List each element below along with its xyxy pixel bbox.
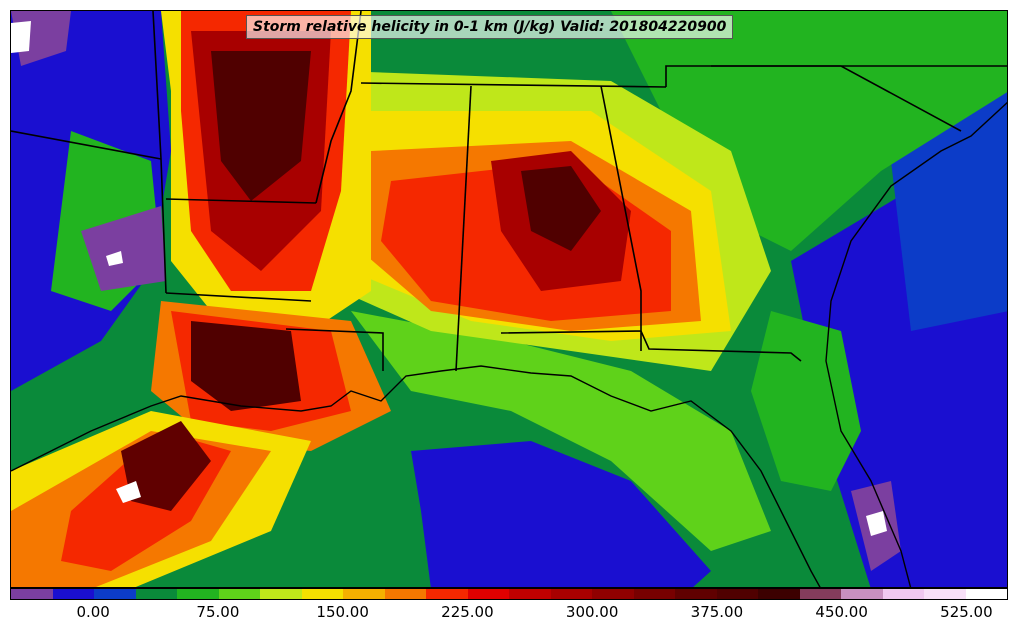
colorbar-swatch <box>260 589 302 599</box>
coastline-gulf <box>11 365 821 587</box>
colorbar-swatch <box>965 589 1007 599</box>
boundary-tn <box>360 82 667 88</box>
colorbar-swatch <box>52 589 94 599</box>
field-purple-west <box>81 206 166 291</box>
field-white-tx <box>116 481 141 503</box>
boundary-ar-la <box>165 198 317 204</box>
field-white-nwcorner <box>11 21 31 53</box>
colorbar-swatch <box>675 589 717 599</box>
colorbar-tick-label: 375.00 <box>690 603 744 621</box>
boundary-ms-al <box>455 85 472 372</box>
field-white-west <box>106 251 123 266</box>
coastline <box>11 101 1007 587</box>
field-white-florida <box>866 511 887 536</box>
colorbar-swatch <box>841 589 883 599</box>
colorbar-tick-label: 300.00 <box>565 603 619 621</box>
boundary-ar-west <box>152 11 167 294</box>
helicity-field-map <box>11 11 1007 587</box>
colorbar-tick-label: 75.00 <box>196 603 240 621</box>
colorbar-swatch <box>94 589 136 599</box>
colorbar-swatch <box>177 589 219 599</box>
boundary-ky <box>665 65 1007 87</box>
colorbar-swatch <box>924 589 966 599</box>
field-maroon-alabama <box>521 166 601 251</box>
boundary-ms-river <box>315 11 362 204</box>
colorbar-swatch <box>426 589 468 599</box>
coastline-atlantic <box>825 101 1007 587</box>
colorbar <box>10 588 1008 600</box>
colorbar-swatch <box>11 589 53 599</box>
colorbar-tick-label: 450.00 <box>815 603 868 621</box>
colorbar-swatch <box>384 589 426 599</box>
boundary-la-north <box>165 292 312 302</box>
colorbar-swatch <box>135 589 177 599</box>
colorbar-tick-label: 525.00 <box>940 603 993 621</box>
field-green-florida <box>751 311 861 491</box>
colorbar-swatch <box>799 589 841 599</box>
colorbar-swatch <box>758 589 800 599</box>
colorbar-tick-label: 0.00 <box>76 603 110 621</box>
field-maroon-la <box>191 321 301 411</box>
colorbar-swatch <box>882 589 924 599</box>
colorbar-swatch <box>592 589 634 599</box>
colorbar-swatch <box>218 589 260 599</box>
colorbar-swatch <box>716 589 758 599</box>
map-title: Storm relative helicity in 0-1 km (J/kg)… <box>246 15 734 39</box>
map-panel <box>10 10 1008 588</box>
field-blue-gulf <box>411 441 711 587</box>
state-boundaries <box>11 11 1007 372</box>
colorbar-tick-labels: 0.00 75.00 150.00 225.00 300.00 375.00 450.00 5… <box>10 600 1008 628</box>
colorbar-swatch <box>550 589 592 599</box>
field-maroon-tx <box>121 421 211 511</box>
colorbar-tick-label: 150.00 <box>316 603 369 621</box>
colorbar-swatch <box>343 589 385 599</box>
colorbar-swatch <box>467 589 509 599</box>
boundary-tx-ok <box>11 130 162 160</box>
boundary-ms-la <box>285 328 384 371</box>
colorbar-swatch <box>633 589 675 599</box>
field-maroon-nw <box>211 51 311 201</box>
colorbar-swatch <box>509 589 551 599</box>
boundary-fl-north <box>500 330 802 362</box>
field-blue-east2 <box>891 72 1007 331</box>
colorbar-swatch <box>301 589 343 599</box>
colorbar-tick-label: 225.00 <box>441 603 494 621</box>
